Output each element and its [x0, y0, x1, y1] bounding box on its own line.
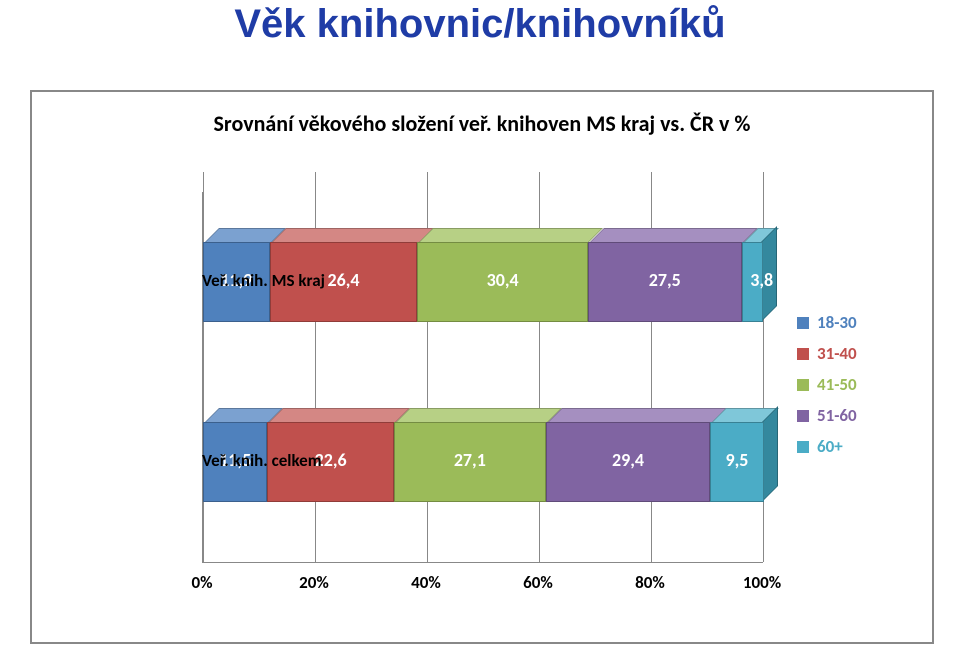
- x-tick: 0%: [191, 572, 212, 593]
- legend-swatch-icon: [797, 410, 809, 422]
- legend-swatch-icon: [797, 379, 809, 391]
- page-title: Věk knihovnic/knihovníků: [0, 2, 960, 47]
- x-axis: 0% 20% 40% 60% 80% 100%: [202, 572, 762, 602]
- gridline: [203, 172, 204, 562]
- legend-swatch-icon: [797, 317, 809, 329]
- x-tick: 100%: [743, 572, 781, 593]
- bar-celkem-60plus: 9,5: [710, 422, 763, 502]
- page: Věk knihovnic/knihovníků Srovnání věkové…: [0, 0, 960, 662]
- legend-label: 31-40: [817, 343, 857, 364]
- legend-label: 60+: [817, 436, 843, 457]
- bar-value-label: 27,1: [394, 449, 546, 471]
- x-tick: 80%: [635, 572, 665, 593]
- bar-celkem-41-50: 27,1: [394, 422, 546, 502]
- legend-item-51-60: 51-60: [797, 405, 907, 426]
- plot-area: 11,9 26,4 30,4 27,5: [202, 192, 763, 563]
- x-tick: 20%: [299, 572, 329, 593]
- bar-ms-41-50: 30,4: [417, 242, 587, 322]
- bar-value-label: 3,8: [732, 269, 792, 291]
- legend-item-31-40: 31-40: [797, 343, 907, 364]
- legend-item-60plus: 60+: [797, 436, 907, 457]
- chart-subtitle: Srovnání věkového složení veř. knihoven …: [32, 110, 932, 137]
- legend-label: 18-30: [817, 312, 857, 333]
- bar-value-label: 9,5: [710, 449, 763, 471]
- category-label-celkem: Veř. knih. celkem: [202, 450, 357, 471]
- legend-label: 51-60: [817, 405, 857, 426]
- legend-swatch-icon: [797, 348, 809, 360]
- bar-value-label: 27,5: [588, 269, 742, 291]
- legend-item-41-50: 41-50: [797, 374, 907, 395]
- bar-ms-51-60: 27,5: [588, 242, 742, 322]
- x-tick: 60%: [523, 572, 553, 593]
- chart-container: Srovnání věkového složení veř. knihoven …: [30, 90, 934, 644]
- legend: 18-30 31-40 41-50 51-60 60+: [797, 302, 907, 467]
- bar-value-label: 29,4: [546, 449, 711, 471]
- legend-item-18-30: 18-30: [797, 312, 907, 333]
- legend-label: 41-50: [817, 374, 857, 395]
- bar-celkem-51-60: 29,4: [546, 422, 711, 502]
- category-label-ms: Veř. knih. MS kraj: [202, 270, 357, 291]
- x-tick: 40%: [411, 572, 441, 593]
- legend-swatch-icon: [797, 441, 809, 453]
- bar-ms-60plus: 3,8: [742, 242, 763, 322]
- bar-value-label: 30,4: [417, 269, 587, 291]
